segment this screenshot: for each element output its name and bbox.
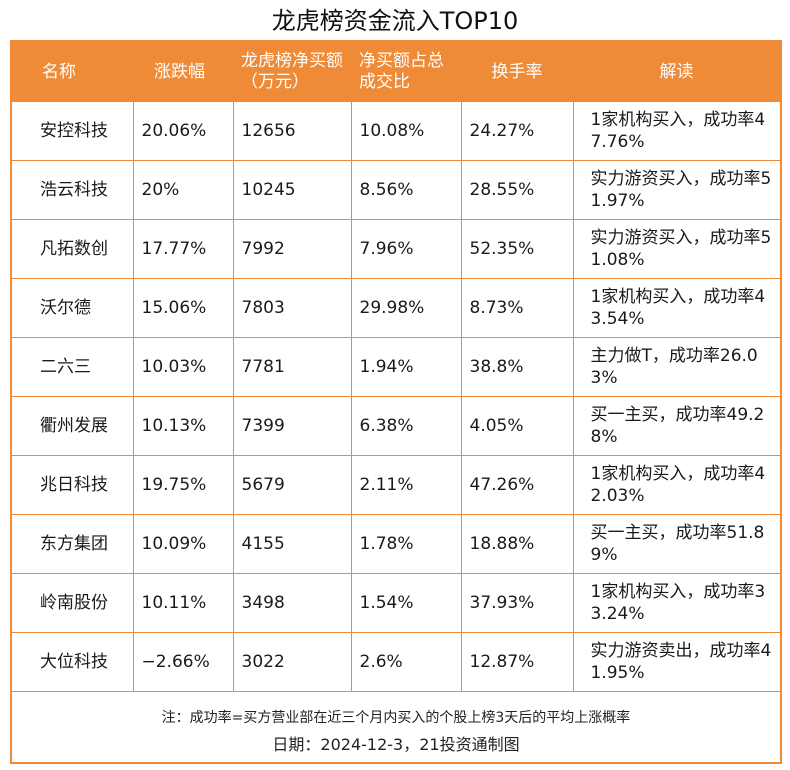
stock-name-cell: 岭南股份 xyxy=(12,573,134,633)
net-buy-cell: 3498 xyxy=(233,573,352,633)
interpretation-cell: 1家机构买入，成功率43.54% xyxy=(573,278,780,338)
table-row: 大位科技 −2.66% 3022 2.6% 12.87% 实力游资卖出，成功率41.95% xyxy=(12,632,780,692)
stock-name-cell: 大位科技 xyxy=(12,632,134,692)
net-buy-cell: 7399 xyxy=(233,396,352,456)
interpretation-cell: 买一主买，成功率49.28% xyxy=(573,396,780,456)
table-row: 二六三 10.03% 7781 1.94% 38.8% 主力做T，成功率26.03% xyxy=(12,337,780,397)
turnover-cell: 52.35% xyxy=(461,219,574,279)
interpretation-cell: 主力做T，成功率26.03% xyxy=(573,337,780,397)
stock-name-cell: 安控科技 xyxy=(12,102,134,161)
interpretation-cell: 1家机构买入，成功率33.24% xyxy=(573,573,780,633)
net-buy-ratio-cell: 8.56% xyxy=(351,160,462,220)
table-row: 凡拓数创 17.77% 7992 7.96% 52.35% 实力游资买入，成功率51.08… xyxy=(12,219,780,279)
turnover-cell: 4.05% xyxy=(461,396,574,456)
chart-title: 龙虎榜资金流入TOP10 xyxy=(271,7,519,35)
column-header: 换手率 xyxy=(461,42,573,102)
table-row: 衢州发展 10.13% 7399 6.38% 4.05% 买一主买，成功率49.28% xyxy=(12,396,780,456)
net-buy-ratio-cell: 6.38% xyxy=(351,396,462,456)
table-body: 安控科技 20.06% 12656 10.08% 24.27% 1家机构买入，成功率47.… xyxy=(12,102,780,692)
table-row: 兆日科技 19.75% 5679 2.11% 47.26% 1家机构买入，成功率42.03… xyxy=(12,455,780,515)
table-row: 安控科技 20.06% 12656 10.08% 24.27% 1家机构买入，成功率47.… xyxy=(12,102,780,161)
net-buy-cell: 5679 xyxy=(233,455,352,515)
column-header: 龙虎榜净买额（万元） xyxy=(233,42,351,102)
column-header: 名称 xyxy=(12,42,133,102)
turnover-cell: 8.73% xyxy=(461,278,574,338)
table-row: 岭南股份 10.11% 3498 1.54% 37.93% 1家机构买入，成功率33.24… xyxy=(12,573,780,633)
turnover-cell: 38.8% xyxy=(461,337,574,397)
net-buy-ratio-cell: 10.08% xyxy=(351,102,462,161)
footnote: 注：成功率=买方营业部在近三个月内买入的个股上榜3天后的平均上涨概率 xyxy=(161,710,631,726)
date-credit: 日期：2024-12-3，21投资通制图 xyxy=(272,735,520,754)
net-buy-ratio-cell: 2.11% xyxy=(351,455,462,515)
header-row: 名称 涨跌幅 龙虎榜净买额（万元） 净买额占总成交比 换手率 解读 xyxy=(12,42,780,102)
change-pct-cell: 20.06% xyxy=(133,102,234,161)
net-buy-cell: 7781 xyxy=(233,337,352,397)
column-header: 涨跌幅 xyxy=(133,42,233,102)
change-pct-cell: 15.06% xyxy=(133,278,234,338)
stock-name-cell: 兆日科技 xyxy=(12,455,134,515)
change-pct-cell: 20% xyxy=(133,160,234,220)
turnover-cell: 47.26% xyxy=(461,455,574,515)
stock-name-cell: 凡拓数创 xyxy=(12,219,134,279)
stock-name-cell: 二六三 xyxy=(12,337,134,397)
table-row: 沃尔德 15.06% 7803 29.98% 8.73% 1家机构买入，成功率43.54% xyxy=(12,278,780,338)
interpretation-cell: 实力游资买入，成功率51.08% xyxy=(573,219,780,279)
turnover-cell: 18.88% xyxy=(461,514,574,574)
change-pct-cell: −2.66% xyxy=(133,632,234,692)
change-pct-cell: 19.75% xyxy=(133,455,234,515)
stock-name-cell: 衢州发展 xyxy=(12,396,134,456)
net-buy-cell: 7992 xyxy=(233,219,352,279)
net-buy-ratio-cell: 29.98% xyxy=(351,278,462,338)
net-buy-ratio-cell: 7.96% xyxy=(351,219,462,279)
table-header: 名称 涨跌幅 龙虎榜净买额（万元） 净买额占总成交比 换手率 解读 xyxy=(12,42,780,102)
change-pct-cell: 10.11% xyxy=(133,573,234,633)
net-buy-ratio-cell: 1.78% xyxy=(351,514,462,574)
table-row: 浩云科技 20% 10245 8.56% 28.55% 实力游资买入，成功率51.97% xyxy=(12,160,780,220)
table-row: 东方集团 10.09% 4155 1.78% 18.88% 买一主买，成功率51.89% xyxy=(12,514,780,574)
change-pct-cell: 10.13% xyxy=(133,396,234,456)
net-buy-ratio-cell: 1.94% xyxy=(351,337,462,397)
table-frame: 名称 涨跌幅 龙虎榜净买额（万元） 净买额占总成交比 换手率 解读 安控科技 20.06% 1… xyxy=(10,40,782,764)
stock-name-cell: 东方集团 xyxy=(12,514,134,574)
stock-name-cell: 沃尔德 xyxy=(12,278,134,338)
interpretation-cell: 1家机构买入，成功率42.03% xyxy=(573,455,780,515)
turnover-cell: 28.55% xyxy=(461,160,574,220)
column-header: 净买额占总成交比 xyxy=(351,42,461,102)
net-buy-cell: 12656 xyxy=(233,102,352,161)
data-table: 名称 涨跌幅 龙虎榜净买额（万元） 净买额占总成交比 换手率 解读 安控科技 20.06% 1… xyxy=(12,42,780,692)
change-pct-cell: 10.09% xyxy=(133,514,234,574)
change-pct-cell: 10.03% xyxy=(133,337,234,397)
turnover-cell: 37.93% xyxy=(461,573,574,633)
turnover-cell: 24.27% xyxy=(461,102,574,161)
net-buy-cell: 4155 xyxy=(233,514,352,574)
net-buy-cell: 3022 xyxy=(233,632,352,692)
net-buy-cell: 7803 xyxy=(233,278,352,338)
interpretation-cell: 实力游资买入，成功率51.97% xyxy=(573,160,780,220)
net-buy-ratio-cell: 1.54% xyxy=(351,573,462,633)
interpretation-cell: 实力游资卖出，成功率41.95% xyxy=(573,632,780,692)
net-buy-cell: 10245 xyxy=(233,160,352,220)
change-pct-cell: 17.77% xyxy=(133,219,234,279)
interpretation-cell: 1家机构买入，成功率47.76% xyxy=(573,102,780,161)
stock-name-cell: 浩云科技 xyxy=(12,160,134,220)
column-header: 解读 xyxy=(573,42,780,102)
net-buy-ratio-cell: 2.6% xyxy=(351,632,462,692)
turnover-cell: 12.87% xyxy=(461,632,574,692)
interpretation-cell: 买一主买，成功率51.89% xyxy=(573,514,780,574)
